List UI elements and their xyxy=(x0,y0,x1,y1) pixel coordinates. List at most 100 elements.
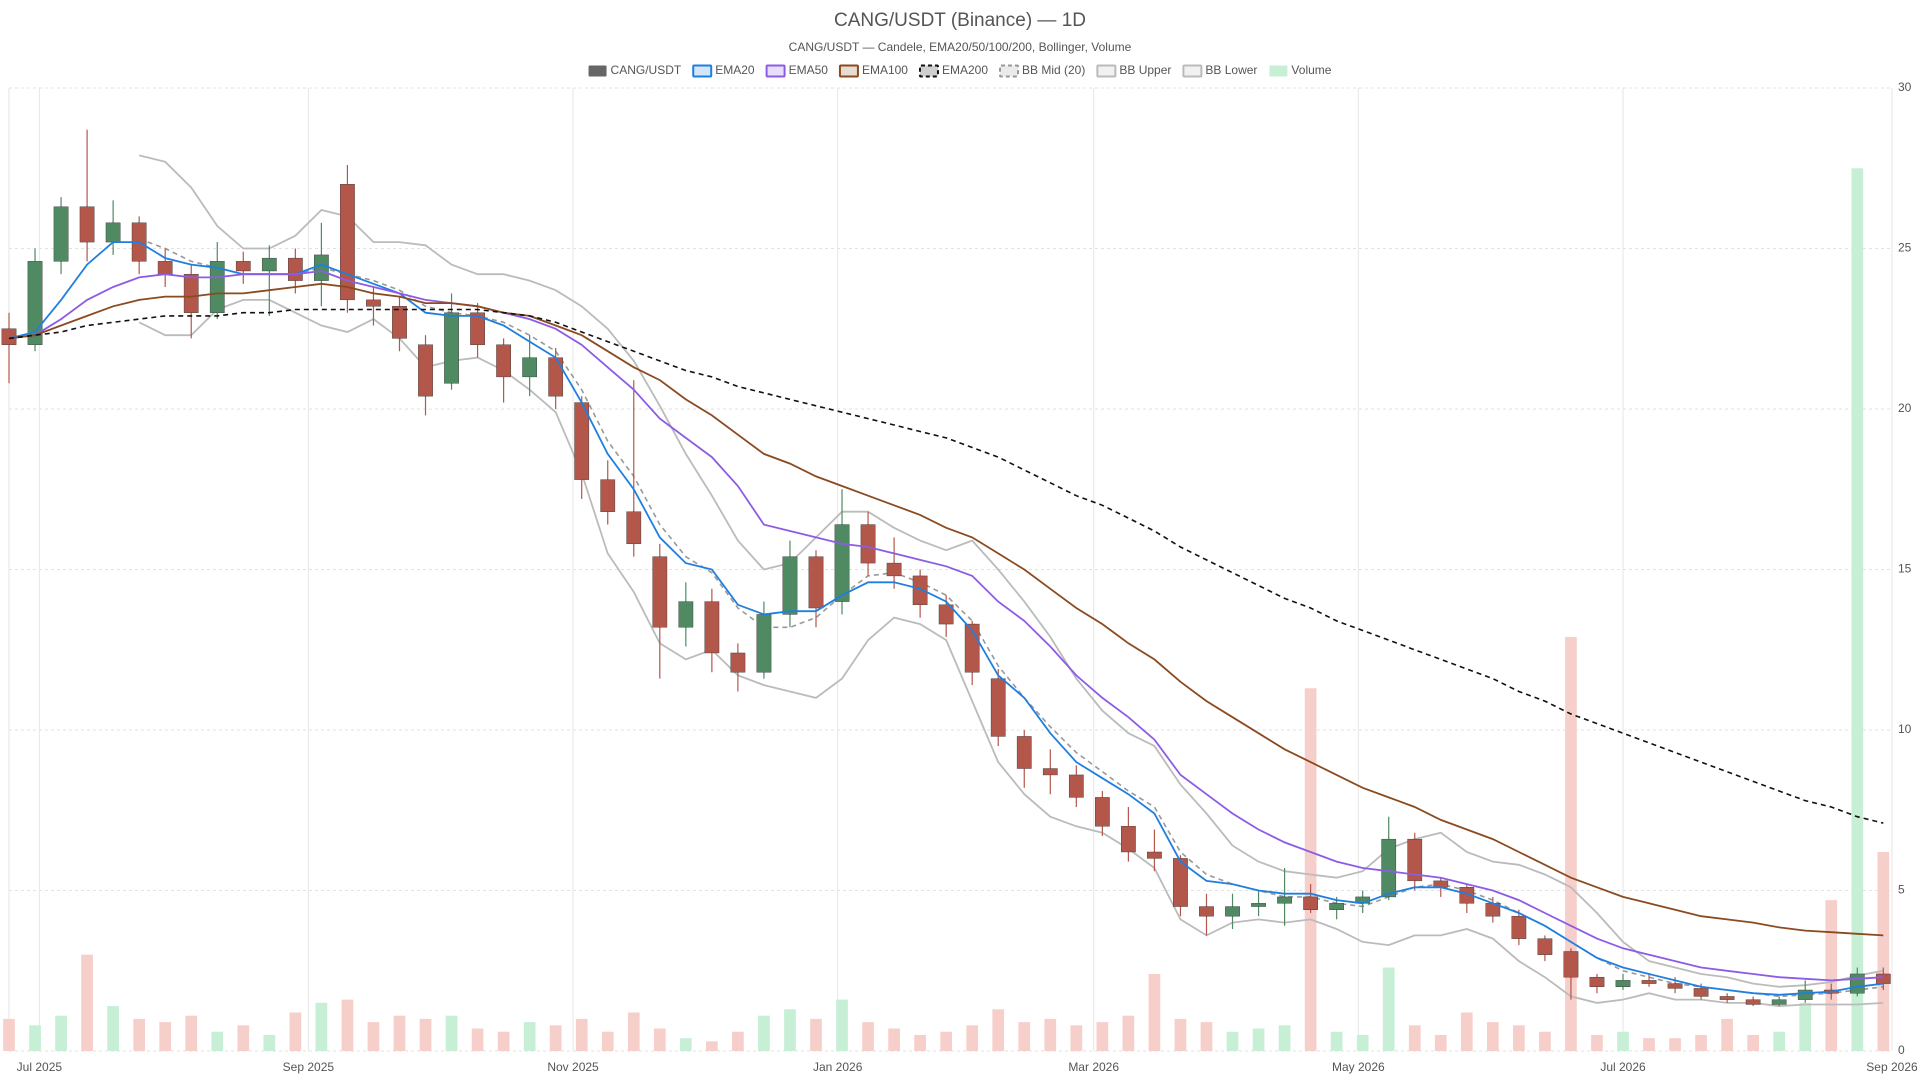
volume-bar xyxy=(185,1015,198,1051)
volume-bar xyxy=(367,1022,380,1051)
candle-body xyxy=(366,299,381,307)
volume-bar xyxy=(940,1031,953,1051)
volume-bar xyxy=(1148,973,1161,1051)
volume-bar xyxy=(862,1022,874,1051)
volume-bar xyxy=(992,1009,1005,1051)
legend-label: EMA100 xyxy=(862,63,908,77)
candle-body xyxy=(834,524,850,602)
legend-label: CANG/USDT xyxy=(611,63,682,77)
legend-swatch xyxy=(918,64,939,78)
candle-body xyxy=(1251,903,1266,907)
candle-body xyxy=(1615,980,1631,988)
candle-body xyxy=(1173,858,1188,907)
line-series xyxy=(8,308,1884,824)
candle-body xyxy=(340,184,355,301)
volume-bar xyxy=(29,1025,41,1051)
y-tick-label: 25 xyxy=(1898,241,1912,255)
candle-body xyxy=(1068,774,1084,798)
volume-bar xyxy=(653,1028,666,1051)
candle-body xyxy=(1225,906,1240,917)
candle-body xyxy=(990,678,1006,737)
volume-bar xyxy=(601,1031,614,1051)
candle-body xyxy=(157,261,173,275)
volume-bar xyxy=(1200,1022,1213,1051)
legend-swatch xyxy=(692,64,713,78)
legend-label: BB Mid (20) xyxy=(1022,63,1085,77)
volume-bar xyxy=(263,1034,276,1051)
candle-body xyxy=(1329,903,1345,910)
legend-swatch xyxy=(1269,65,1288,77)
candle-body xyxy=(1771,999,1787,1005)
volume-bar xyxy=(1539,1031,1551,1051)
line-series xyxy=(138,299,1884,1008)
volume-bar xyxy=(1460,1012,1473,1051)
legend-label: EMA200 xyxy=(942,63,988,77)
volume-bar xyxy=(1486,1022,1499,1051)
line-series xyxy=(8,270,1884,982)
volume-bar xyxy=(784,1009,796,1051)
line-series xyxy=(138,154,1884,988)
candle-body xyxy=(105,222,121,243)
volume-bar xyxy=(523,1022,536,1051)
candle-body xyxy=(756,614,772,673)
volume-bar xyxy=(1174,1018,1187,1051)
volume-bar xyxy=(1070,1025,1083,1051)
volume-bar xyxy=(107,1006,119,1051)
candle-body xyxy=(808,556,824,609)
candle-body xyxy=(1693,988,1709,997)
volume-bar xyxy=(706,1041,718,1051)
volume-bar xyxy=(1513,1025,1525,1051)
candle-body xyxy=(287,257,303,281)
candle-body xyxy=(1849,973,1865,994)
candle-body xyxy=(1433,880,1449,888)
legend-label: BB Upper xyxy=(1119,63,1171,77)
candle-body xyxy=(1875,973,1891,984)
line-series xyxy=(8,282,1884,937)
candle-body xyxy=(704,601,720,654)
volume-bar xyxy=(133,1018,146,1051)
volume-bar xyxy=(679,1038,692,1051)
volume-bar xyxy=(1122,1015,1135,1051)
y-tick-label: 30 xyxy=(1898,80,1912,94)
volume-bar xyxy=(1669,1038,1681,1051)
legend-swatch xyxy=(999,64,1019,78)
volume-bar xyxy=(966,1025,979,1051)
chart-title: CANG/USDT (Binance) — 1D xyxy=(834,10,1086,31)
y-tick-label: 0 xyxy=(1898,1043,1905,1057)
y-tick-label: 10 xyxy=(1898,722,1912,736)
candle-body xyxy=(1199,906,1214,917)
volume-bar xyxy=(914,1034,926,1051)
volume-bar xyxy=(810,1018,822,1051)
candle-body xyxy=(53,206,69,262)
legend-swatch xyxy=(1096,64,1117,78)
volume-bar xyxy=(1695,1034,1707,1051)
volume-bar xyxy=(1825,900,1838,1051)
x-tick-label: Nov 2025 xyxy=(547,1060,599,1074)
candle-body xyxy=(1407,838,1423,882)
volume-bar xyxy=(888,1028,900,1051)
legend-swatch xyxy=(1182,64,1203,78)
volume-bar xyxy=(1304,688,1317,1051)
candle-body xyxy=(1459,887,1475,904)
legend-label: Volume xyxy=(1291,63,1331,77)
volume-bar xyxy=(1877,851,1890,1051)
candle-body xyxy=(470,312,485,346)
candle-body xyxy=(1094,797,1110,827)
candle-body xyxy=(1797,989,1813,1000)
volume-bar xyxy=(211,1031,224,1051)
volume-bar xyxy=(289,1012,302,1051)
volume-bar xyxy=(1851,168,1864,1051)
legend-swatch xyxy=(838,64,859,78)
volume-bar xyxy=(419,1018,432,1051)
legend-swatch xyxy=(765,64,786,78)
volume-bar xyxy=(1356,1034,1369,1051)
candle-body xyxy=(626,511,642,545)
candle-body xyxy=(652,556,668,628)
candle-body xyxy=(1537,938,1553,955)
x-tick-label: Jul 2025 xyxy=(17,1060,63,1074)
volume-bar xyxy=(341,999,354,1051)
volume-bar xyxy=(1565,636,1577,1051)
candle-body xyxy=(1147,851,1162,859)
volume-bar xyxy=(1747,1034,1760,1051)
candle-body xyxy=(235,261,251,272)
